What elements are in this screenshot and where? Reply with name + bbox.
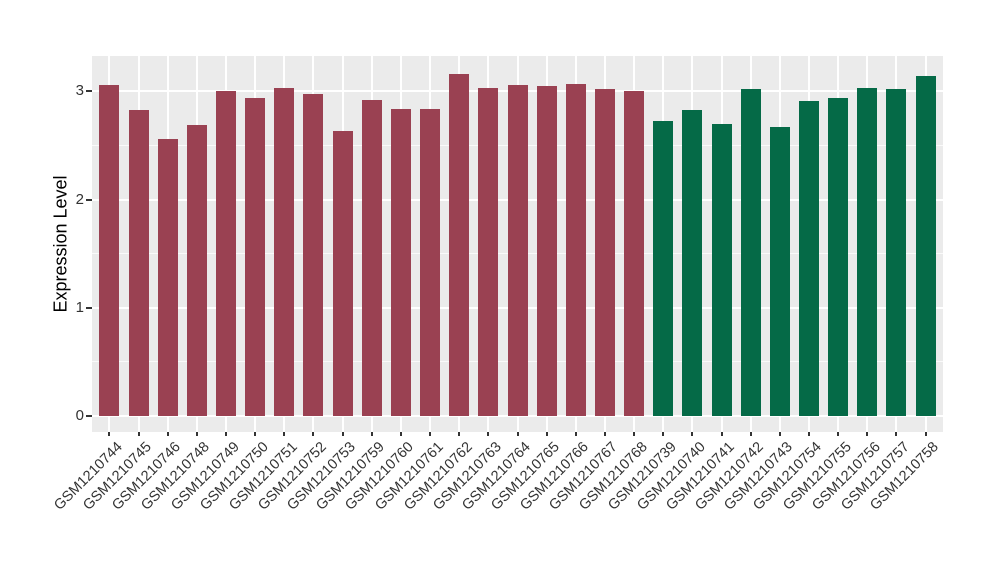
bar-GSM1210744	[99, 84, 120, 416]
y-axis-tick	[86, 90, 92, 93]
x-axis-tick	[166, 432, 169, 436]
x-axis-tick	[516, 432, 519, 436]
x-axis-tick	[749, 432, 752, 436]
bar-GSM1210764	[507, 84, 528, 416]
bar-GSM1210765	[536, 85, 557, 416]
bar-GSM1210749	[216, 91, 237, 416]
bar-GSM1210763	[478, 88, 499, 416]
x-axis-tick	[312, 432, 315, 436]
x-axis-tick	[807, 432, 810, 436]
x-axis-tick	[283, 432, 286, 436]
bar-GSM1210758	[915, 76, 936, 416]
x-axis-tick	[778, 432, 781, 436]
bar-GSM1210751	[274, 88, 295, 416]
y-tick-label: 2	[75, 190, 84, 208]
x-axis-tick	[137, 432, 140, 436]
x-axis-tick	[720, 432, 723, 436]
x-axis-tick	[254, 432, 257, 436]
x-axis-tick	[691, 432, 694, 436]
bar-GSM1210750	[245, 97, 266, 416]
x-axis-tick	[574, 432, 577, 436]
x-axis-tick	[399, 432, 402, 436]
bar-GSM1210767	[594, 89, 615, 416]
bar-GSM1210745	[128, 109, 149, 416]
x-axis-tick	[837, 432, 840, 436]
x-axis-tick	[370, 432, 373, 436]
x-axis-tick	[545, 432, 548, 436]
bar-GSM1210766	[565, 83, 586, 416]
x-axis-tick	[458, 432, 461, 436]
bar-GSM1210760	[390, 108, 411, 416]
bar-GSM1210741	[711, 123, 732, 416]
y-axis-tick	[86, 306, 92, 309]
x-axis-tick	[108, 432, 111, 436]
bar-GSM1210746	[157, 138, 178, 416]
x-axis-tick	[633, 432, 636, 436]
y-axis-tick	[86, 198, 92, 201]
bar-GSM1210759	[361, 100, 382, 416]
x-axis-tick	[603, 432, 606, 436]
bar-GSM1210762	[449, 74, 470, 416]
x-axis-tick	[895, 432, 898, 436]
bar-GSM1210753	[332, 131, 353, 416]
bar-GSM1210757	[886, 89, 907, 416]
x-axis-tick	[662, 432, 665, 436]
y-tick-label: 0	[75, 406, 84, 424]
x-axis-tick	[866, 432, 869, 436]
x-axis-tick	[225, 432, 228, 436]
y-axis-tick	[86, 414, 92, 417]
bar-GSM1210740	[682, 109, 703, 416]
bar-GSM1210768	[624, 91, 645, 416]
y-tick-label: 1	[75, 298, 84, 316]
bar-GSM1210743	[769, 127, 790, 416]
x-axis-tick	[195, 432, 198, 436]
gridline-major	[92, 414, 943, 417]
bar-GSM1210752	[303, 93, 324, 416]
x-axis-tick	[487, 432, 490, 436]
bar-GSM1210742	[740, 89, 761, 416]
bar-GSM1210739	[653, 120, 674, 416]
y-tick-label: 3	[75, 82, 84, 100]
bar-GSM1210754	[798, 101, 819, 416]
bar-GSM1210755	[828, 97, 849, 416]
bar-GSM1210761	[420, 108, 441, 416]
x-axis-tick	[924, 432, 927, 436]
bar-GSM1210756	[857, 88, 878, 416]
x-axis-tick	[429, 432, 432, 436]
bar-GSM1210748	[186, 124, 207, 416]
x-axis-tick	[341, 432, 344, 436]
